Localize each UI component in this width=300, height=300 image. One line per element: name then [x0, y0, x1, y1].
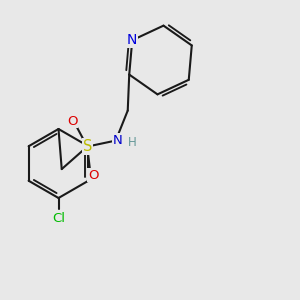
Text: Cl: Cl	[52, 212, 65, 226]
Text: S: S	[82, 139, 92, 154]
Text: N: N	[127, 33, 137, 47]
Text: N: N	[112, 134, 122, 147]
Text: H: H	[128, 136, 136, 148]
Text: O: O	[67, 115, 77, 128]
Text: O: O	[88, 169, 98, 182]
